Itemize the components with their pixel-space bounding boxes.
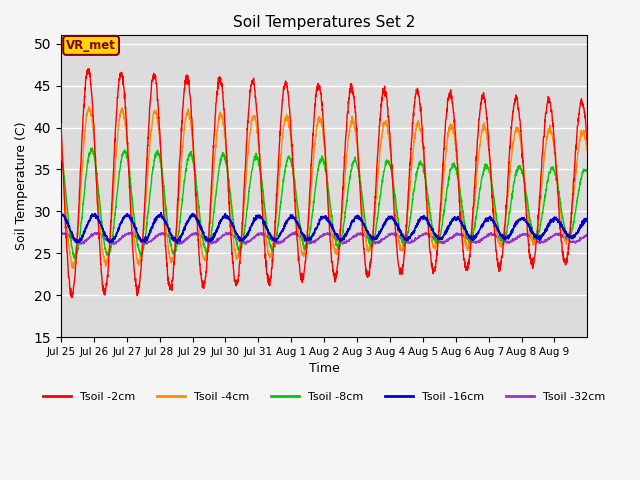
Legend: Tsoil -2cm, Tsoil -4cm, Tsoil -8cm, Tsoil -16cm, Tsoil -32cm: Tsoil -2cm, Tsoil -4cm, Tsoil -8cm, Tsoi… bbox=[38, 388, 610, 407]
X-axis label: Time: Time bbox=[308, 362, 339, 375]
Y-axis label: Soil Temperature (C): Soil Temperature (C) bbox=[15, 122, 28, 251]
Text: VR_met: VR_met bbox=[66, 39, 116, 52]
Title: Soil Temperatures Set 2: Soil Temperatures Set 2 bbox=[233, 15, 415, 30]
